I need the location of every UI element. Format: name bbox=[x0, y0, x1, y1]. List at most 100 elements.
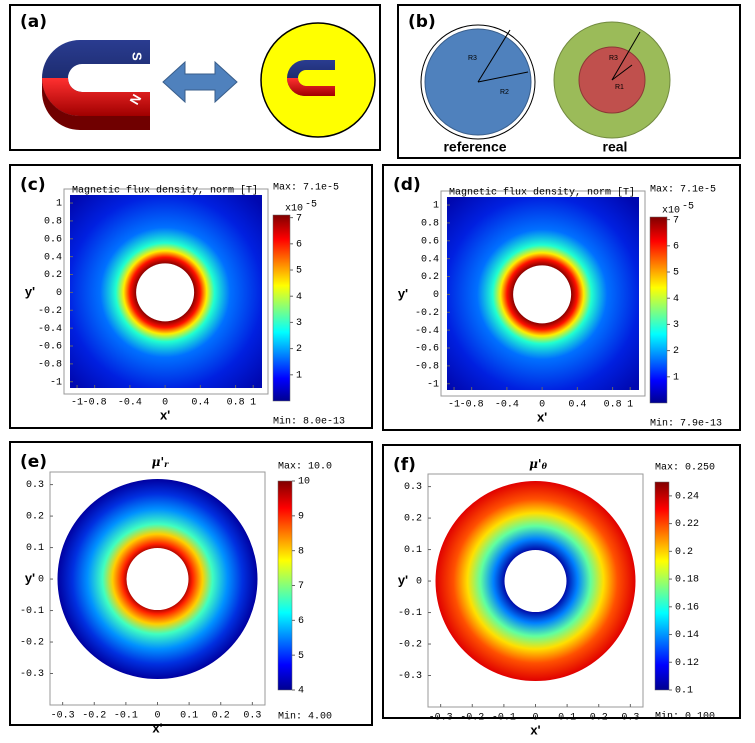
y-tick-label: 0 bbox=[433, 290, 439, 301]
colorbar-tick-label: 3 bbox=[673, 320, 679, 331]
colorbar-tick-label: 0.2 bbox=[675, 547, 693, 558]
colorbar-tick-label: 7 bbox=[296, 213, 302, 224]
small-magnet bbox=[287, 60, 335, 96]
colorbar-tick-label: 0.1 bbox=[675, 686, 693, 697]
title-sub: θ bbox=[542, 461, 548, 471]
radius-label: R3 bbox=[609, 55, 618, 62]
colorbar-tick-label: 9 bbox=[298, 511, 304, 522]
plot-panel: (e) μ'r -0.3 -0.2 -0.1 0 0.1 0.2 0.3 0.3 0.2 0.1 0 -0… bbox=[9, 441, 373, 735]
colorbar-exponent: x10 bbox=[285, 204, 303, 215]
colorbar-tick-label: 0.18 bbox=[675, 575, 699, 586]
panel-label: (f) bbox=[393, 455, 416, 475]
x-tick-label: 1 bbox=[627, 400, 633, 411]
y-tick-label: -0.2 bbox=[38, 306, 62, 317]
x-tick-label: 1 bbox=[250, 398, 256, 409]
y-tick-label: 0.3 bbox=[26, 480, 44, 491]
colorbar-tick-label: 1 bbox=[673, 372, 679, 383]
y-tick-label: 0 bbox=[38, 575, 44, 586]
colorbar-tick-label: 3 bbox=[296, 318, 302, 329]
x-tick-label: -0.3 bbox=[51, 711, 75, 722]
y-tick-label: 0.6 bbox=[44, 234, 62, 245]
x-tick-label: 0.4 bbox=[191, 398, 209, 409]
title-main: μ' bbox=[529, 457, 541, 471]
y-tick-label: -0.1 bbox=[20, 606, 44, 617]
x-tick-label: -0.2 bbox=[82, 711, 106, 722]
y-tick-label: -0.8 bbox=[38, 360, 62, 371]
x-tick-label: 0.3 bbox=[243, 711, 261, 722]
x-axis-label: x' bbox=[537, 409, 547, 424]
y-tick-label: 0.2 bbox=[44, 270, 62, 281]
y-tick-label: 0.4 bbox=[421, 254, 439, 265]
x-tick-label: 0.2 bbox=[590, 713, 608, 724]
y-tick-label: -0.4 bbox=[38, 324, 62, 335]
x-tick-label: -0.4 bbox=[118, 398, 142, 409]
yellow-disk bbox=[260, 22, 376, 138]
colorbar-tick-label: 0.22 bbox=[675, 519, 699, 530]
radius-label: R2 bbox=[500, 89, 509, 96]
colorbar bbox=[277, 480, 293, 691]
y-tick-label: 0.6 bbox=[421, 236, 439, 247]
panel-frame bbox=[9, 441, 373, 726]
radius-line bbox=[611, 31, 641, 81]
y-tick-label: 0.8 bbox=[44, 217, 62, 228]
x-tick-label: 0 bbox=[532, 713, 538, 724]
y-tick-label: -0.2 bbox=[20, 638, 44, 649]
panel-frame bbox=[382, 444, 741, 719]
y-tick-label: -1 bbox=[427, 379, 439, 390]
plot-title: μ'θ bbox=[529, 457, 547, 472]
colorbar-exponent-power: -5 bbox=[305, 200, 317, 211]
radius-line bbox=[477, 29, 511, 83]
colorbar-tick-label: 0.12 bbox=[675, 658, 699, 669]
radius-label: R3 bbox=[468, 55, 477, 62]
y-tick-label: 0.2 bbox=[421, 272, 439, 283]
colorbar-tick-label: 2 bbox=[296, 344, 302, 355]
min-label: Min: 4.00 bbox=[278, 711, 332, 723]
annulus bbox=[435, 481, 636, 682]
y-tick-label: 1 bbox=[433, 201, 439, 212]
colorbar-tick-label: 4 bbox=[673, 294, 679, 305]
max-label: Max: 7.1e-5 bbox=[273, 183, 339, 194]
radius-line bbox=[477, 71, 529, 83]
panel-frame bbox=[397, 4, 741, 159]
max-label: Max: 0.250 bbox=[655, 463, 715, 474]
x-tick-label: -0.2 bbox=[460, 713, 484, 724]
y-tick-label: 0 bbox=[416, 577, 422, 588]
y-tick-label: 0.2 bbox=[26, 512, 44, 523]
x-tick-label: 0 bbox=[154, 711, 160, 722]
y-tick-label: -0.3 bbox=[20, 669, 44, 680]
x-tick-label: 0.1 bbox=[180, 711, 198, 722]
x-tick-label: -0.1 bbox=[114, 711, 138, 722]
y-tick-label: 0.3 bbox=[404, 482, 422, 493]
y-tick-label: -1 bbox=[50, 377, 62, 388]
x-tick-label: -0.8 bbox=[83, 398, 107, 409]
radius-label: R1 bbox=[615, 84, 624, 91]
caption: real bbox=[603, 139, 628, 155]
colorbar-tick-label: 4 bbox=[298, 686, 304, 697]
x-tick-label: -0.4 bbox=[495, 400, 519, 411]
min-label: Min: 8.0e-13 bbox=[273, 416, 345, 428]
y-tick-label: -0.8 bbox=[415, 362, 439, 373]
plot-title: μ'r bbox=[152, 455, 169, 470]
plot-title: Magnetic flux density, norm [T] bbox=[449, 187, 635, 199]
annulus bbox=[57, 479, 258, 680]
y-axis-label: y' bbox=[398, 572, 408, 587]
x-tick-label: 0 bbox=[162, 398, 168, 409]
colorbar-tick-label: 7 bbox=[298, 581, 304, 592]
x-axis-label: x' bbox=[160, 407, 170, 422]
colorbar-tick-label: 5 bbox=[298, 651, 304, 662]
y-tick-label: 1 bbox=[56, 199, 62, 210]
min-label: Min: 7.9e-13 bbox=[650, 418, 722, 430]
panel-frame bbox=[382, 164, 741, 431]
y-tick-label: -0.6 bbox=[415, 344, 439, 355]
colorbar bbox=[272, 214, 291, 402]
y-axis-label: y' bbox=[25, 570, 35, 585]
y-tick-label: -0.4 bbox=[415, 326, 439, 337]
x-tick-label: 0.3 bbox=[621, 713, 639, 724]
x-tick-label: 0.8 bbox=[227, 398, 245, 409]
panel-label: (a) bbox=[20, 12, 47, 32]
min-label: Min: 0.100 bbox=[655, 711, 715, 723]
panel-frame bbox=[9, 4, 381, 151]
colorbar-tick-label: 6 bbox=[296, 239, 302, 250]
radius-line bbox=[611, 64, 633, 81]
